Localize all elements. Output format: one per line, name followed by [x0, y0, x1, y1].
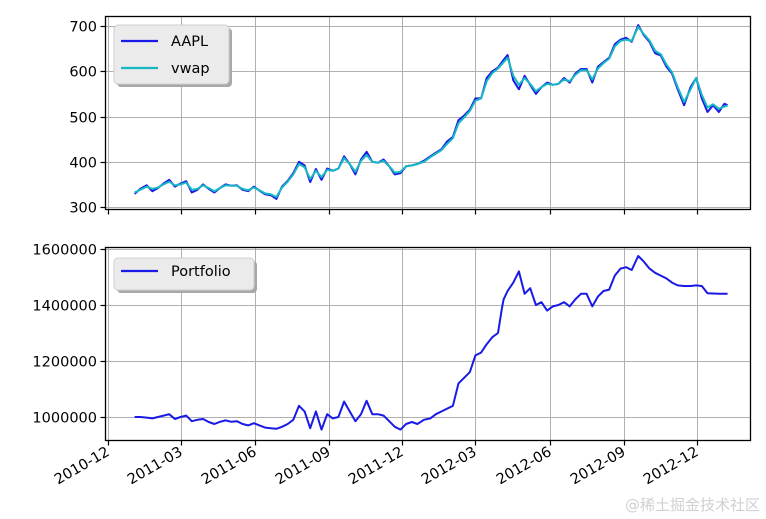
x-tick-label: 2011-03 — [125, 444, 185, 488]
x-tick-label: 2011-09 — [273, 444, 333, 488]
y-tick-label: 300 — [69, 201, 97, 217]
bottom-y-axis: 1000000 1200000 1400000 1600000 — [32, 243, 106, 427]
top-y-axis: 300 400 500 600 700 — [69, 20, 106, 217]
y-tick-label: 500 — [69, 111, 97, 127]
top-grid — [105, 16, 751, 210]
top-series — [133, 24, 729, 200]
y-tick-label: 1600000 — [32, 243, 97, 259]
watermark: @稀土掘金技术社区 — [624, 496, 760, 514]
x-tick-label: 2012-12 — [641, 444, 701, 488]
y-tick-label: 1000000 — [32, 411, 97, 427]
legend-label-vwap: vwap — [171, 61, 210, 77]
x-tick-label: 2010-12 — [52, 444, 112, 488]
bottom-series — [134, 255, 728, 431]
y-tick-label: 400 — [69, 156, 97, 172]
bottom-legend: Portfolio — [113, 257, 257, 293]
x-tick-label: 2012-06 — [494, 444, 554, 488]
series-portfolio — [134, 255, 728, 431]
y-tick-label: 1200000 — [32, 355, 97, 371]
bottom-grid — [105, 247, 751, 441]
y-tick-label: 600 — [69, 65, 97, 81]
x-tick-label: 2012-03 — [419, 444, 479, 488]
legend-label-aapl: AAPL — [171, 34, 208, 50]
x-tick-label: 2011-06 — [199, 444, 259, 488]
bottom-axes-frame — [104, 246, 752, 442]
series-vwap — [134, 25, 728, 198]
x-tick-label: 2012-09 — [568, 444, 628, 488]
y-tick-label: 700 — [69, 20, 97, 36]
top-x-ticks — [107, 209, 699, 215]
top-legend: AAPL vwap — [113, 24, 232, 87]
y-tick-label: 1400000 — [32, 299, 97, 315]
x-axis: 2010-12 2011-03 2011-06 2011-09 2011-12 2012-… — [52, 440, 702, 488]
legend-label-portfolio: Portfolio — [171, 264, 231, 280]
portfolio-chart: 1000000 1200000 1400000 1600000 2010-12 2011… — [32, 243, 752, 488]
top-axes-frame — [104, 15, 752, 211]
legend-box — [113, 257, 255, 291]
price-chart: 300 400 500 600 700 AAPL vwap — [69, 15, 752, 217]
x-tick-label: 2011-12 — [346, 444, 406, 488]
legend-box — [113, 24, 230, 85]
